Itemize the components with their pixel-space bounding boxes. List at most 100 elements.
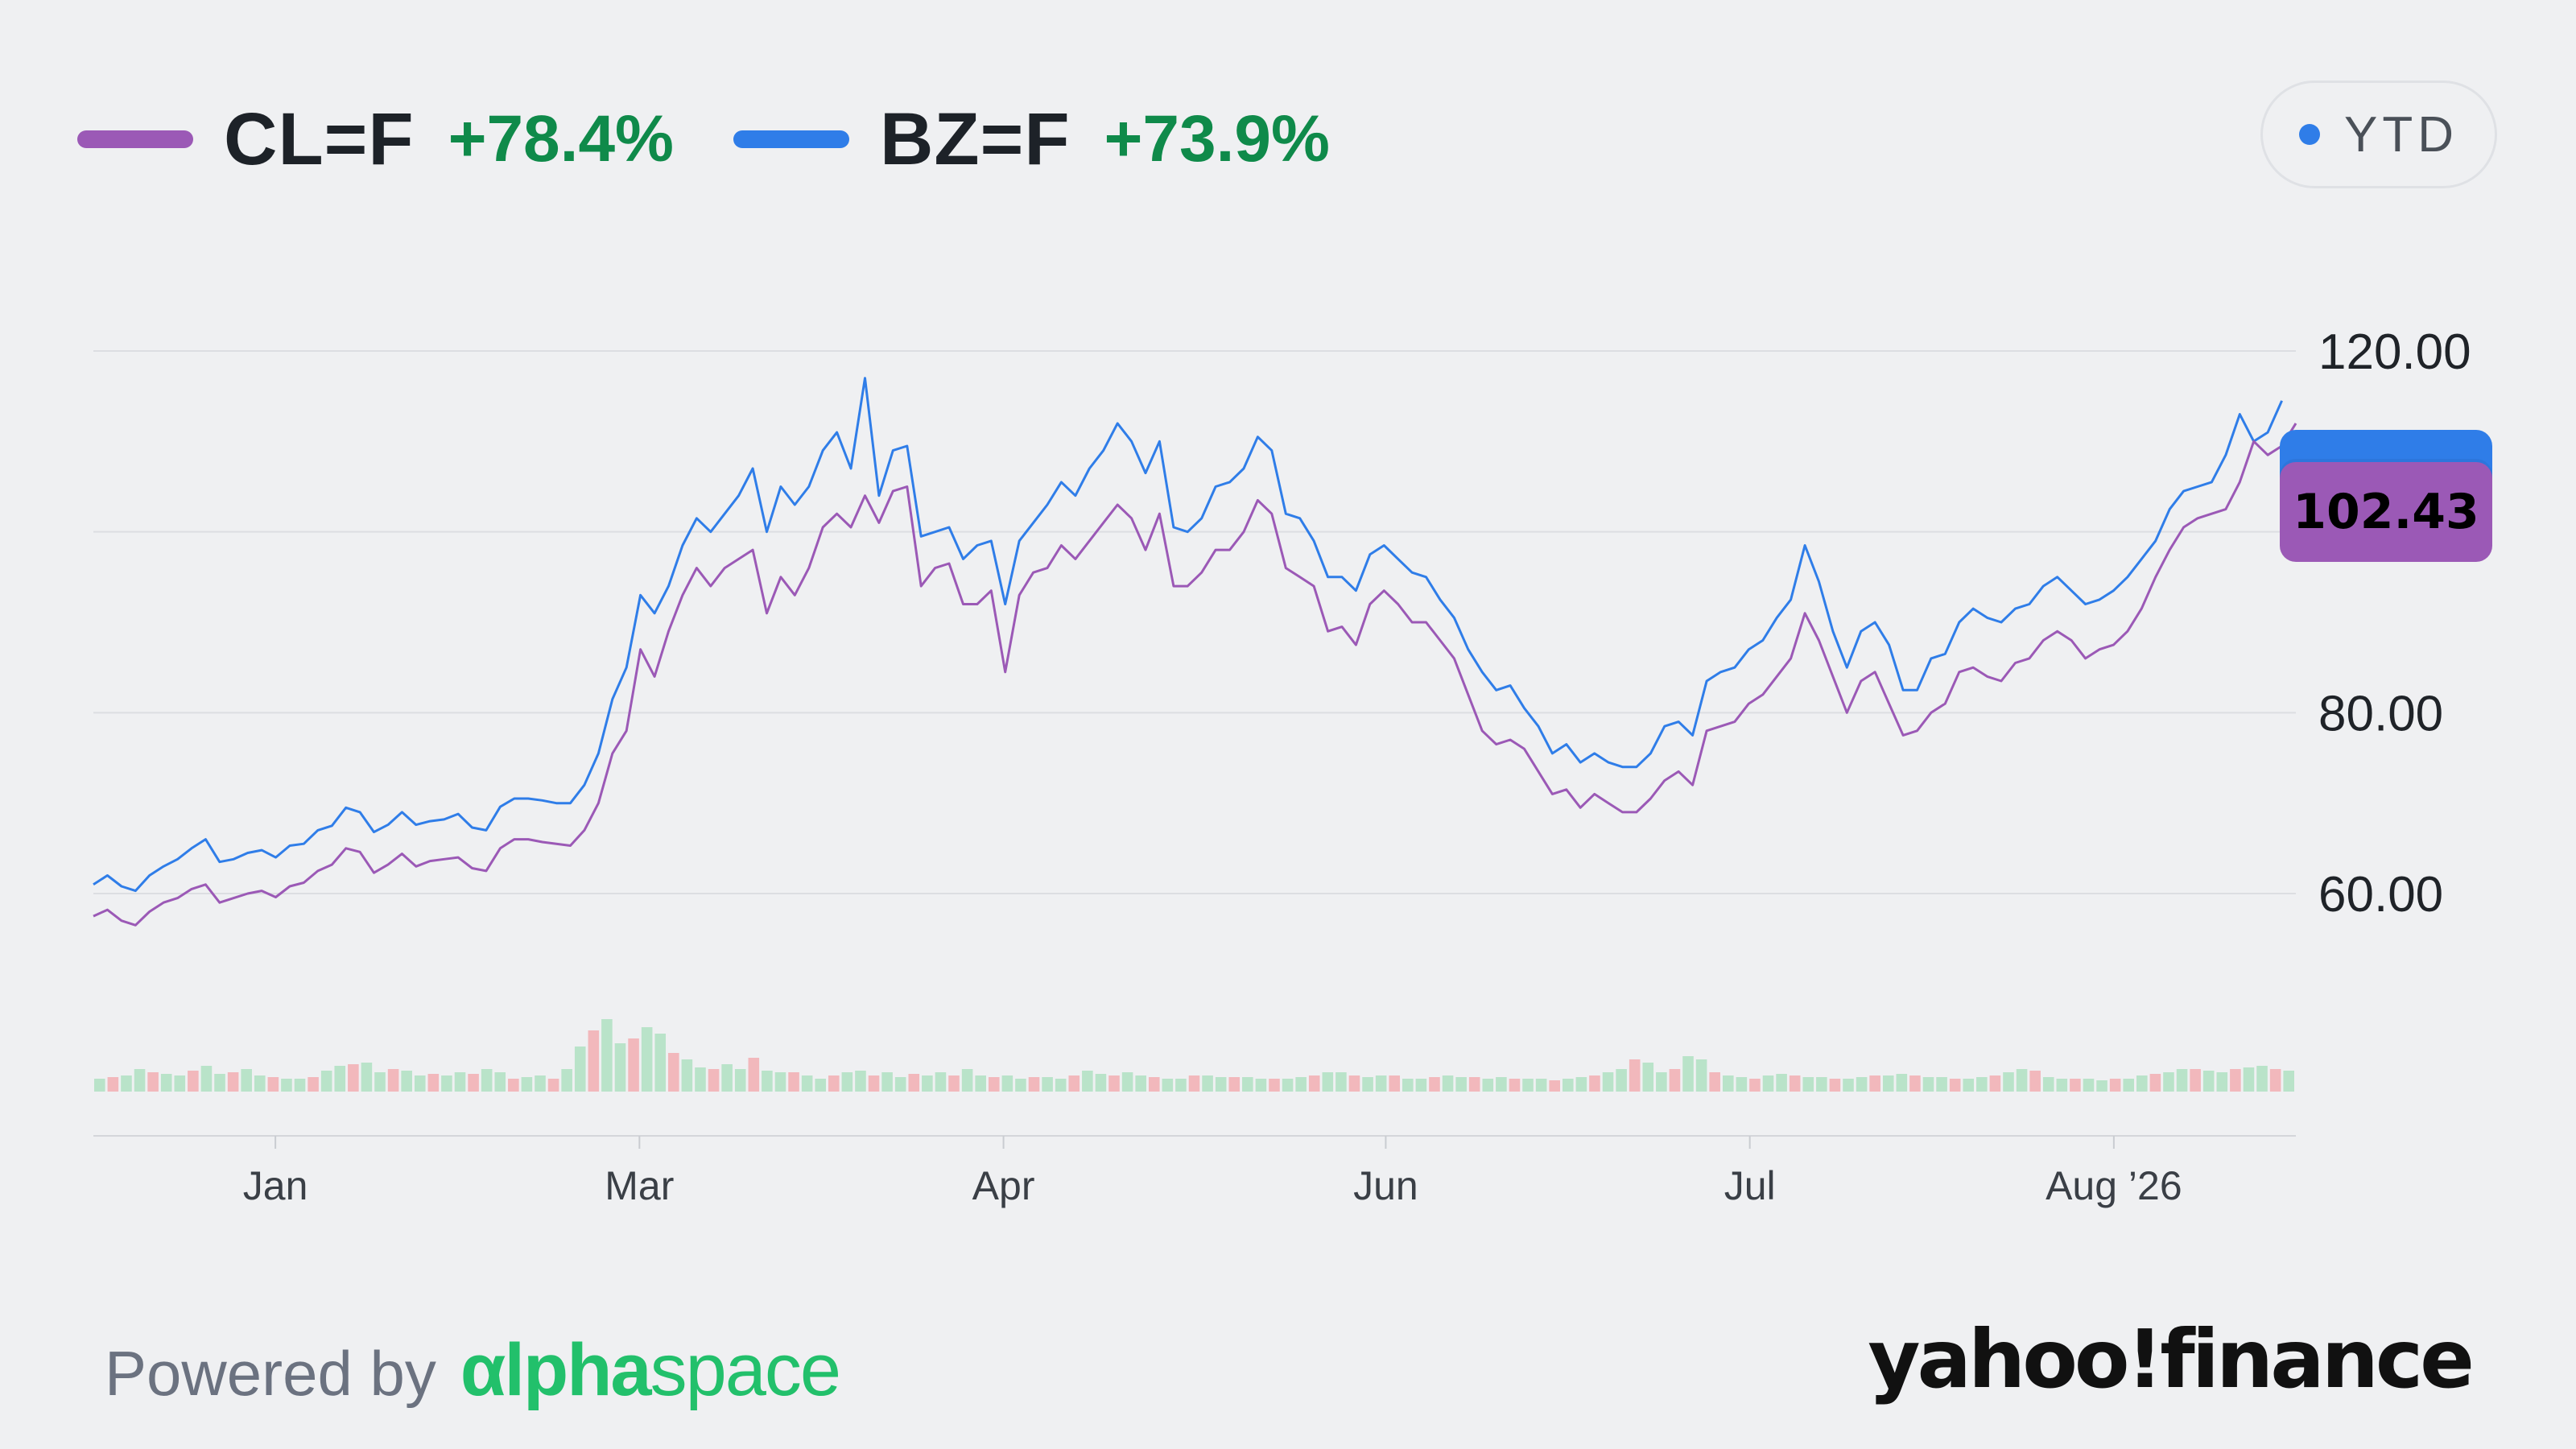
y-tick-label: 60.00: [2318, 867, 2443, 923]
x-tick-label: Aug ’26: [2046, 1163, 2182, 1208]
volume-bar: [214, 1074, 225, 1092]
volume-bar: [1001, 1075, 1013, 1092]
volume-bar: [481, 1069, 493, 1092]
volume-bar: [1082, 1071, 1093, 1092]
volume-bar: [1563, 1079, 1574, 1092]
volume-bar: [441, 1075, 452, 1092]
volume-bar: [788, 1072, 799, 1092]
volume-bar: [1762, 1075, 1774, 1092]
volume-bar: [1295, 1077, 1307, 1092]
volume-bar: [121, 1075, 132, 1092]
volume-bar: [320, 1071, 332, 1092]
volume-bar: [1135, 1075, 1146, 1092]
x-tick-label: Mar: [605, 1163, 674, 1208]
volume-bar: [2190, 1069, 2201, 1092]
chart-series: [93, 377, 2297, 927]
volume-bar: [1242, 1077, 1253, 1092]
volume-bar: [1468, 1077, 1480, 1092]
period-label: YTD: [2344, 106, 2458, 163]
x-tick-label: Jan: [243, 1163, 308, 1208]
volume-bar: [1922, 1077, 1934, 1092]
volume-bar: [2096, 1080, 2107, 1092]
volume-bar: [588, 1030, 600, 1092]
powered-by-label: Powered by: [105, 1338, 436, 1409]
volume-bar: [1549, 1080, 1560, 1092]
volume-bar: [2149, 1074, 2161, 1092]
volume-bar: [2003, 1072, 2014, 1092]
volume-bar: [401, 1071, 412, 1092]
volume-bar: [227, 1072, 239, 1092]
volume-bar: [1749, 1079, 1761, 1092]
volume-bar: [2123, 1079, 2135, 1092]
volume-bar: [188, 1071, 199, 1092]
volume-bar: [1028, 1077, 1040, 1092]
volume-bar: [654, 1034, 667, 1092]
volume-bar: [628, 1038, 639, 1092]
volume-bar: [2029, 1071, 2041, 1092]
volume-bar: [1175, 1079, 1187, 1092]
volume-bar: [2070, 1079, 2081, 1092]
volume-bar: [2256, 1066, 2268, 1092]
volume-bar: [1682, 1056, 1694, 1092]
period-button[interactable]: YTD: [2260, 80, 2497, 188]
volume-bar: [975, 1075, 986, 1092]
volume-bar: [1455, 1077, 1467, 1092]
x-tick-label: Jul: [1724, 1163, 1776, 1208]
volume-bar: [614, 1043, 626, 1092]
legend-item-cl[interactable]: CL=F +78.4%: [77, 97, 674, 182]
volume-bar: [881, 1072, 893, 1092]
volume-bar: [1829, 1079, 1841, 1092]
volume-bar: [200, 1066, 213, 1092]
volume-bar: [2230, 1069, 2241, 1092]
volume-bar: [1509, 1079, 1521, 1092]
volume-bar: [1015, 1079, 1026, 1092]
volume-bar: [2283, 1071, 2294, 1092]
volume-bar: [294, 1079, 306, 1092]
volume-bar: [2016, 1069, 2028, 1092]
volume-bar: [1389, 1075, 1401, 1092]
yahoo-finance-logo: yahoo!finance: [1868, 1312, 2475, 1406]
chart-legend: CL=F +78.4% BZ=F +73.9%: [77, 95, 1389, 184]
volume-bar: [1269, 1079, 1280, 1092]
volume-bar: [1709, 1072, 1720, 1092]
volume-bar: [1789, 1075, 1801, 1092]
cl-swatch: [77, 130, 193, 148]
legend-item-bz[interactable]: BZ=F +73.9%: [733, 97, 1330, 182]
volume-bar: [868, 1075, 880, 1092]
volume-bar: [494, 1072, 506, 1092]
volume-bar: [254, 1075, 266, 1092]
volume-bar: [841, 1072, 853, 1092]
volume-bar: [374, 1072, 386, 1092]
volume-bar: [721, 1064, 733, 1092]
volume-bar: [1656, 1072, 1667, 1092]
volume-bar: [828, 1075, 840, 1092]
volume-bar: [521, 1077, 533, 1092]
volume-bar: [601, 1019, 613, 1092]
volume-bar: [1042, 1077, 1053, 1092]
volume-bar: [94, 1079, 105, 1092]
volume-bar: [1602, 1072, 1614, 1092]
volume-bar: [1736, 1077, 1748, 1092]
volume-bar: [2176, 1069, 2188, 1092]
period-dot-icon: [2299, 124, 2320, 145]
volume-bar: [1642, 1063, 1654, 1092]
volume-bar: [1575, 1077, 1587, 1092]
volume-bar: [641, 1027, 653, 1092]
volume-bar: [935, 1072, 947, 1092]
volume-bar: [174, 1075, 186, 1092]
chart-grid: [93, 350, 2296, 1137]
volume-bar: [107, 1077, 119, 1092]
volume-bar: [1936, 1077, 1947, 1092]
volume-bar: [1202, 1075, 1213, 1092]
volume-bar: [547, 1079, 559, 1092]
alphaspace-logo-light: space: [650, 1329, 841, 1411]
volume-bar: [1629, 1059, 1641, 1092]
volume-bar: [801, 1075, 813, 1092]
volume-bar: [1909, 1075, 1921, 1092]
volume-bar: [855, 1071, 866, 1092]
volume-bar: [668, 1053, 679, 1092]
volume-bar: [535, 1075, 546, 1092]
volume-bar: [574, 1046, 586, 1092]
x-axis: Jan Mar Apr Jun Jul Aug ’26: [243, 1136, 2182, 1208]
series-line-bz: [93, 377, 2283, 893]
